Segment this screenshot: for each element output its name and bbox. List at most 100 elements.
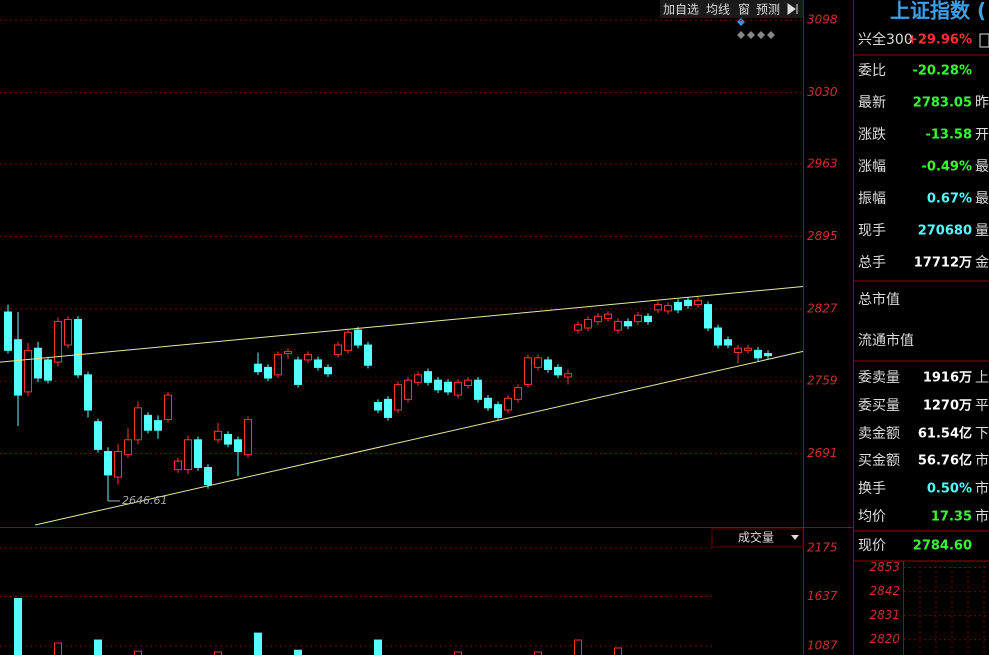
candle-body (134, 407, 142, 441)
candle-body (634, 314, 642, 323)
row-value: 61.54亿 (918, 426, 972, 442)
candle-body (704, 304, 712, 329)
y-tick-label: 2842 (869, 584, 900, 598)
collapse-button[interactable] (787, 3, 798, 15)
row-value: 56.76亿 (918, 453, 972, 469)
volume-bar (294, 649, 302, 655)
toolbar-button[interactable]: 预测 (756, 3, 780, 17)
candle-body (674, 301, 682, 311)
row-value: +29.96% (907, 33, 972, 48)
row-side: 开 (975, 127, 989, 143)
candle-body (54, 321, 62, 363)
candle-body (24, 349, 32, 393)
candle-body (534, 357, 542, 368)
candle-body (714, 327, 722, 346)
candle-body (444, 381, 452, 393)
candle-body (244, 419, 252, 456)
indicator-dot (737, 18, 745, 26)
candle-body (564, 373, 572, 378)
candle-body (144, 414, 152, 431)
row-label: 委比 (858, 63, 886, 79)
y-tick-label: 3030 (807, 85, 838, 99)
candle-body (724, 339, 732, 346)
volume-bar (14, 597, 22, 655)
row-side: 平 (975, 398, 989, 414)
y-tick-label: 2759 (807, 374, 838, 388)
row-label: 现手 (858, 223, 886, 239)
candle-body (644, 315, 652, 323)
row-side: 最 (975, 191, 989, 207)
volume-bar (614, 647, 622, 655)
candle-body (344, 331, 352, 351)
volume-bar (574, 639, 582, 655)
volume-bar (374, 639, 382, 655)
row-label: 均价 (858, 509, 886, 525)
candle-body (94, 421, 102, 450)
candle-body (214, 430, 222, 441)
row-side: 最 (975, 159, 989, 175)
candle-body (414, 374, 422, 383)
dropdown-arrow[interactable] (791, 535, 799, 540)
candle-body (434, 379, 442, 391)
candle-body (604, 313, 612, 319)
candle-body (184, 439, 192, 471)
y-tick-label: 1087 (807, 638, 838, 652)
candle-body (424, 371, 432, 383)
row-value: 17.35 (931, 510, 972, 525)
candle-body (124, 439, 132, 456)
candle-body (474, 379, 482, 400)
volume-bar (94, 639, 102, 655)
y-tick-label: 1637 (807, 589, 838, 603)
panel-icon[interactable] (979, 33, 989, 48)
candle-body (504, 397, 512, 411)
candle-body (514, 387, 522, 400)
candle-body (664, 305, 672, 312)
candle-body (384, 398, 392, 418)
candle-body (574, 324, 582, 331)
row-value: 1270万 (923, 399, 972, 414)
quote-title: 上证指数 ( (890, 0, 986, 23)
row-label: 兴全300 (858, 31, 913, 48)
candle-body (494, 404, 502, 418)
candle-body (304, 354, 312, 361)
row-value: -13.58 (925, 128, 972, 143)
candle-body (684, 299, 692, 307)
toolbar-button[interactable]: 窗 (738, 3, 750, 17)
candle-body (364, 344, 372, 366)
row-side: 市 (975, 452, 989, 469)
row-label: 换手 (858, 480, 886, 497)
row-label: 振幅 (858, 191, 886, 207)
volume-selector[interactable] (711, 528, 804, 548)
row-value: 270680 (918, 224, 972, 239)
candle-body (464, 379, 472, 386)
row-side: 上 (975, 370, 989, 386)
indicator-dots (737, 31, 775, 39)
toolbar-button[interactable]: 均线 (706, 3, 730, 17)
candle-body (254, 363, 262, 373)
row-side: 市 (975, 508, 989, 525)
row-label: 涨幅 (858, 159, 886, 175)
row-side: 下 (975, 426, 989, 442)
candle-body (554, 366, 562, 376)
toolbar-button[interactable]: 加自选 (663, 3, 699, 17)
row-label: 最新 (858, 95, 886, 111)
candle-body (394, 383, 402, 411)
row-label: 买金额 (858, 453, 900, 469)
y-tick-label: 2175 (807, 541, 838, 555)
y-tick-label: 3098 (807, 13, 838, 27)
y-tick-label: 2895 (807, 229, 838, 243)
row-side: 昨 (975, 95, 989, 111)
volume-title: 成交量 (738, 530, 774, 545)
candle-body (754, 349, 762, 359)
candle-body (204, 466, 212, 486)
candle-body (354, 329, 362, 346)
candle-body (154, 420, 162, 431)
row-value: -20.28% (912, 64, 972, 79)
candle-body (614, 321, 622, 331)
toolbar (660, 0, 803, 18)
candle-body (224, 433, 232, 445)
row-value: 0.50% (927, 482, 972, 497)
candle-body (164, 394, 172, 421)
candle-body (744, 347, 752, 351)
